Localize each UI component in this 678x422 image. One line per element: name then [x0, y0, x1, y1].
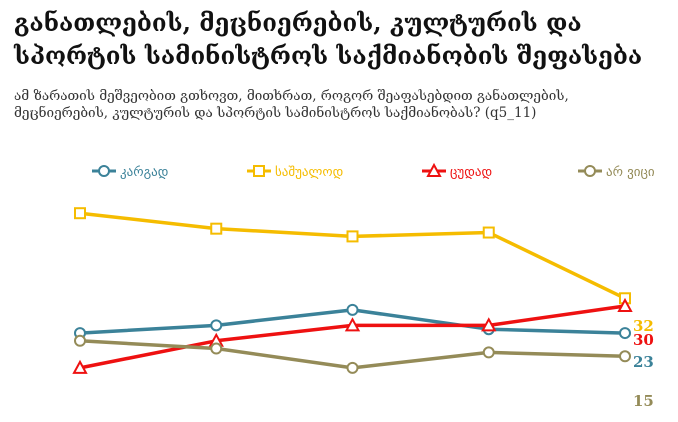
data-point: [210, 319, 223, 332]
legend-marker: [584, 165, 596, 177]
end-value-label: 23: [633, 353, 654, 371]
data-point: [346, 361, 359, 374]
data-point: [346, 303, 359, 316]
legend-label: ცუდად: [450, 165, 492, 180]
data-point: [72, 359, 88, 374]
legend-item: არ ვიცი: [578, 165, 655, 180]
legend-label: არ ვიცი: [606, 165, 655, 180]
legend-marker: [426, 162, 442, 177]
series-3: 30: [72, 297, 654, 374]
legend-item: საშუალოდ: [247, 165, 343, 180]
legend-label: კარგად: [120, 165, 168, 180]
legend: კარგად საშუალოდ ცუდად არ ვიცი: [92, 162, 655, 180]
data-point: [210, 342, 223, 355]
data-point: [617, 297, 633, 312]
data-point: [482, 226, 495, 239]
data-point: [619, 350, 631, 363]
legend-item: ცუდად: [422, 162, 492, 180]
data-point: [344, 317, 361, 332]
legend-item: კარგად: [92, 165, 168, 180]
end-value-label: 32: [633, 317, 654, 335]
legend-marker: [98, 165, 110, 177]
end-value-label: 15: [633, 392, 654, 410]
data-point: [74, 207, 86, 220]
data-point: [482, 346, 495, 359]
chart-subtitle: ამ ზარათის მეშვეობით გთხოვთ, მითხრათ, რო…: [14, 88, 569, 121]
data-point: [346, 230, 359, 243]
data-point: [210, 222, 223, 235]
series-4: 15: [74, 334, 654, 410]
legend-marker: [253, 165, 265, 177]
data-point: [481, 317, 497, 332]
series-line: [79, 211, 626, 300]
legend-label: საშუალოდ: [275, 165, 343, 180]
end-value-label: 30: [633, 331, 654, 349]
chart-title: განათლების, მეცნიერების, კულტურის და სპო…: [14, 8, 643, 70]
data-point: [619, 327, 631, 340]
data-point: [74, 334, 86, 347]
